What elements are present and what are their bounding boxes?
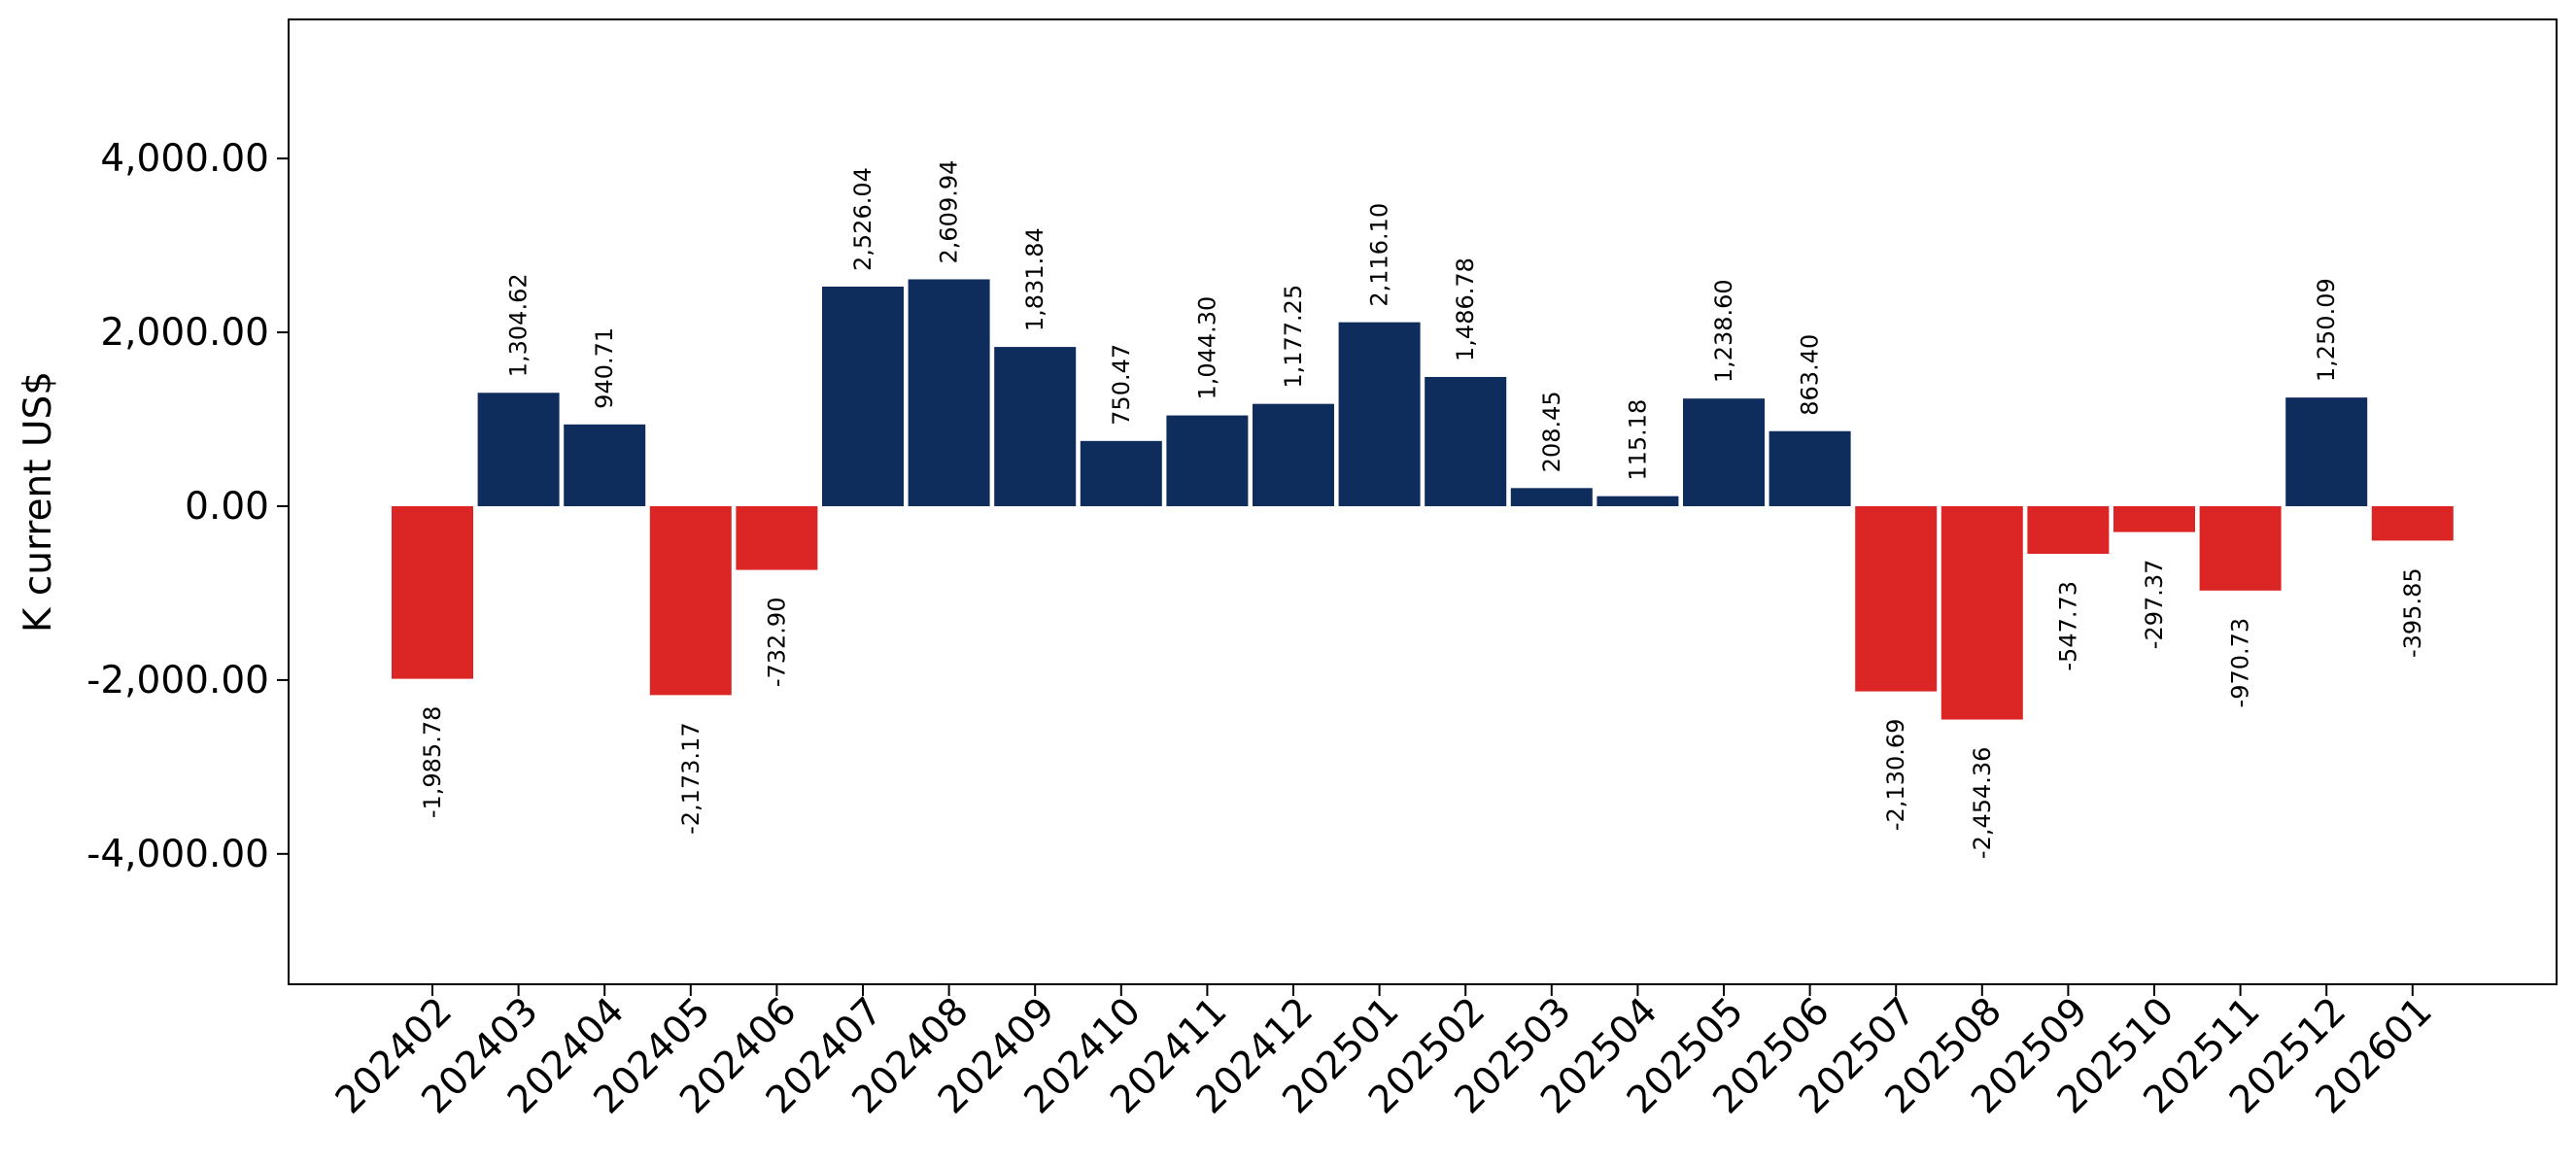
bar-202509 <box>2027 505 2110 554</box>
bar-202409 <box>994 347 1077 506</box>
data-label-202412: 1,177.25 <box>1280 285 1307 389</box>
data-label-202505: 1,238.60 <box>1710 279 1737 383</box>
bar-202410 <box>1080 440 1162 506</box>
bar-202404 <box>564 424 646 506</box>
bar-202601 <box>2371 505 2454 541</box>
bar-202411 <box>1166 415 1249 506</box>
data-label-202402: -1,985.78 <box>419 706 446 819</box>
data-label-202502: 1,486.78 <box>1452 257 1479 361</box>
data-label-202406: -732.90 <box>763 598 790 688</box>
y-tick-label: -4,000.00 <box>86 833 269 876</box>
bar-202503 <box>1510 488 1593 506</box>
data-label-202512: 1,250.09 <box>2313 278 2340 382</box>
bars-group <box>392 279 2454 720</box>
data-label-202410: 750.47 <box>1108 344 1135 426</box>
bar-202408 <box>908 279 990 506</box>
bar-202403 <box>477 393 560 506</box>
data-label-202507: -2,130.69 <box>1882 719 1909 832</box>
data-label-202601: -395.85 <box>2399 567 2426 658</box>
bar-202405 <box>649 505 732 696</box>
data-label-202504: 115.18 <box>1624 399 1651 481</box>
bar-202406 <box>736 505 818 570</box>
data-label-202408: 2,609.94 <box>936 160 963 264</box>
plot-frame <box>288 18 2558 985</box>
bar-202504 <box>1597 496 1679 506</box>
bar-202402 <box>392 505 473 679</box>
data-label-202508: -2,454.36 <box>1969 747 1996 860</box>
bar-202501 <box>1338 322 1421 506</box>
y-tick-label: -2,000.00 <box>86 659 269 702</box>
data-label-202509: -547.73 <box>2054 581 2081 671</box>
y-axis-label: K current US$ <box>17 371 60 633</box>
x-axis: 2024022024032024042024052024062024072024… <box>327 984 2441 1122</box>
bar-202507 <box>1855 505 1938 692</box>
data-label-202403: 1,304.62 <box>505 273 532 377</box>
bar-202510 <box>2113 505 2195 532</box>
bar-202505 <box>1683 398 1765 506</box>
data-label-202503: 208.45 <box>1538 391 1565 472</box>
bar-202506 <box>1769 430 1851 506</box>
data-label-202411: 1,044.30 <box>1193 296 1220 400</box>
data-labels-group: -1,985.78 1,304.62 940.71 -2,173.17 -732.90 2… <box>419 160 2426 859</box>
data-label-202409: 1,831.84 <box>1021 227 1048 331</box>
bar-202511 <box>2199 505 2282 591</box>
data-label-202506: 863.40 <box>1797 334 1824 416</box>
data-label-202404: 940.71 <box>591 327 618 409</box>
data-label-202405: -2,173.17 <box>677 722 704 835</box>
bar-202508 <box>1941 505 2023 720</box>
y-tick-label: 4,000.00 <box>100 137 269 181</box>
bar-202412 <box>1253 403 1334 506</box>
bar-202512 <box>2285 397 2368 506</box>
y-tick-label: 0.00 <box>185 485 269 529</box>
data-label-202501: 2,116.10 <box>1366 203 1393 307</box>
data-label-202407: 2,526.04 <box>849 167 876 271</box>
y-axis: -4,000.00 -2,000.00 0.00 2,000.00 4,000.00 <box>86 137 289 876</box>
bar-202502 <box>1425 376 1507 506</box>
y-tick-label: 2,000.00 <box>100 311 269 355</box>
bar-202407 <box>822 286 904 506</box>
data-label-202511: -970.73 <box>2227 618 2254 708</box>
data-label-202510: -297.37 <box>2141 560 2168 650</box>
